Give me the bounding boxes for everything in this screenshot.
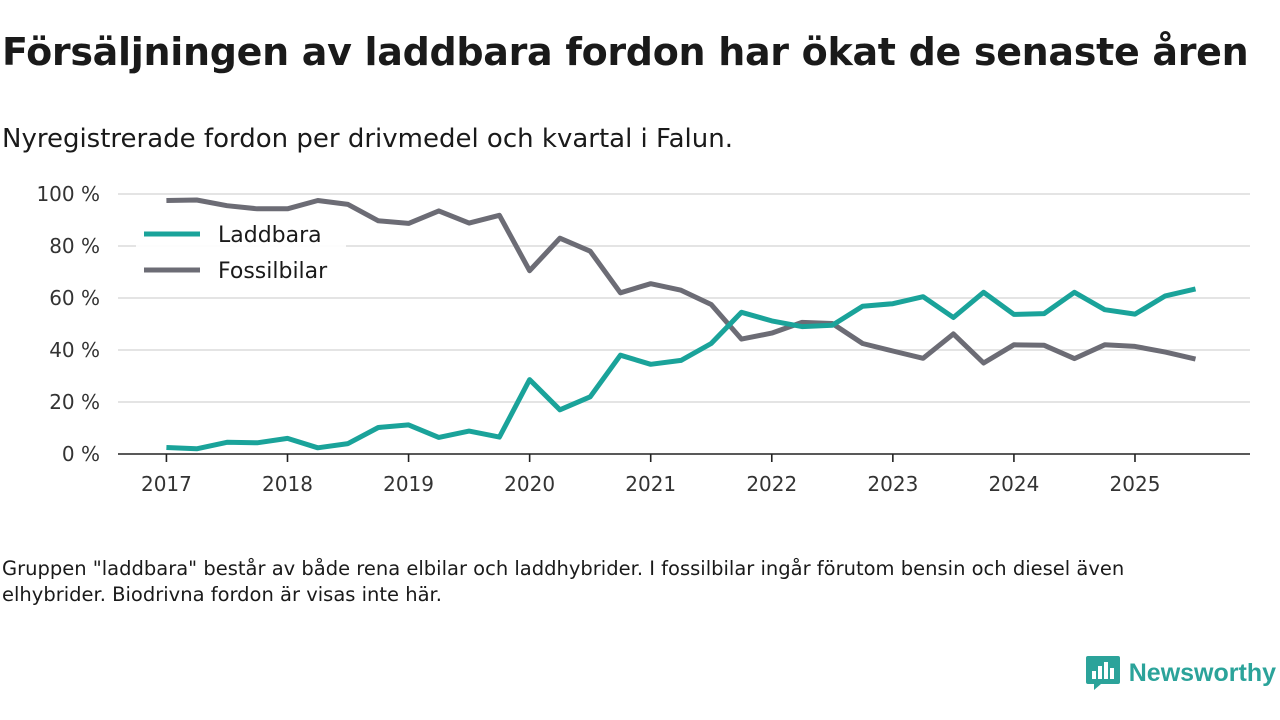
x-tick-label: 2023 — [867, 472, 918, 496]
series-lines — [166, 197, 1197, 452]
chart-subtitle: Nyregistrerade fordon per drivmedel och … — [2, 124, 733, 154]
x-tick-label: 2017 — [141, 472, 192, 496]
x-tick-label: 2022 — [746, 472, 797, 496]
x-tick-label: 2018 — [262, 472, 313, 496]
newsworthy-logo-icon — [1085, 656, 1120, 690]
x-tick-label: 2024 — [988, 472, 1039, 496]
legend-label-fossilbilar: Fossilbilar — [218, 259, 328, 284]
y-tick-label: 40 % — [49, 338, 100, 362]
brand-logo: Newsworthy — [1085, 654, 1276, 692]
x-axis: 2017 2018 2019 2020 2021 2022 2023 2024 2025 — [118, 453, 1250, 496]
legend: Laddbara Fossilbilar — [136, 214, 346, 286]
x-tick-label: 2019 — [383, 472, 434, 496]
y-tick-label: 80 % — [49, 234, 100, 258]
y-tick-label: 0 % — [62, 442, 100, 466]
x-tick-label: 2025 — [1110, 472, 1161, 496]
y-tick-label: 100 % — [36, 182, 100, 206]
footnote: Gruppen "laddbara" består av både rena e… — [2, 557, 1125, 606]
y-axis: 0 % 20 % 40 % 60 % 80 % 100 % — [36, 182, 100, 466]
chart-title: Försäljningen av laddbara fordon har öka… — [2, 30, 1249, 74]
brand-name: Newsworthy — [1128, 658, 1276, 687]
series-line-laddbara — [166, 286, 1197, 452]
y-tick-label: 60 % — [49, 286, 100, 310]
legend-label-laddbara: Laddbara — [218, 223, 322, 248]
x-tick-label: 2020 — [504, 472, 555, 496]
series-line-fossilbilar — [166, 197, 1197, 366]
line-chart: 0 % 20 % 40 % 60 % 80 % 100 % 2017 2018 2019 202… — [36, 182, 1250, 496]
x-tick-label: 2021 — [625, 472, 676, 496]
y-tick-label: 20 % — [49, 390, 100, 414]
